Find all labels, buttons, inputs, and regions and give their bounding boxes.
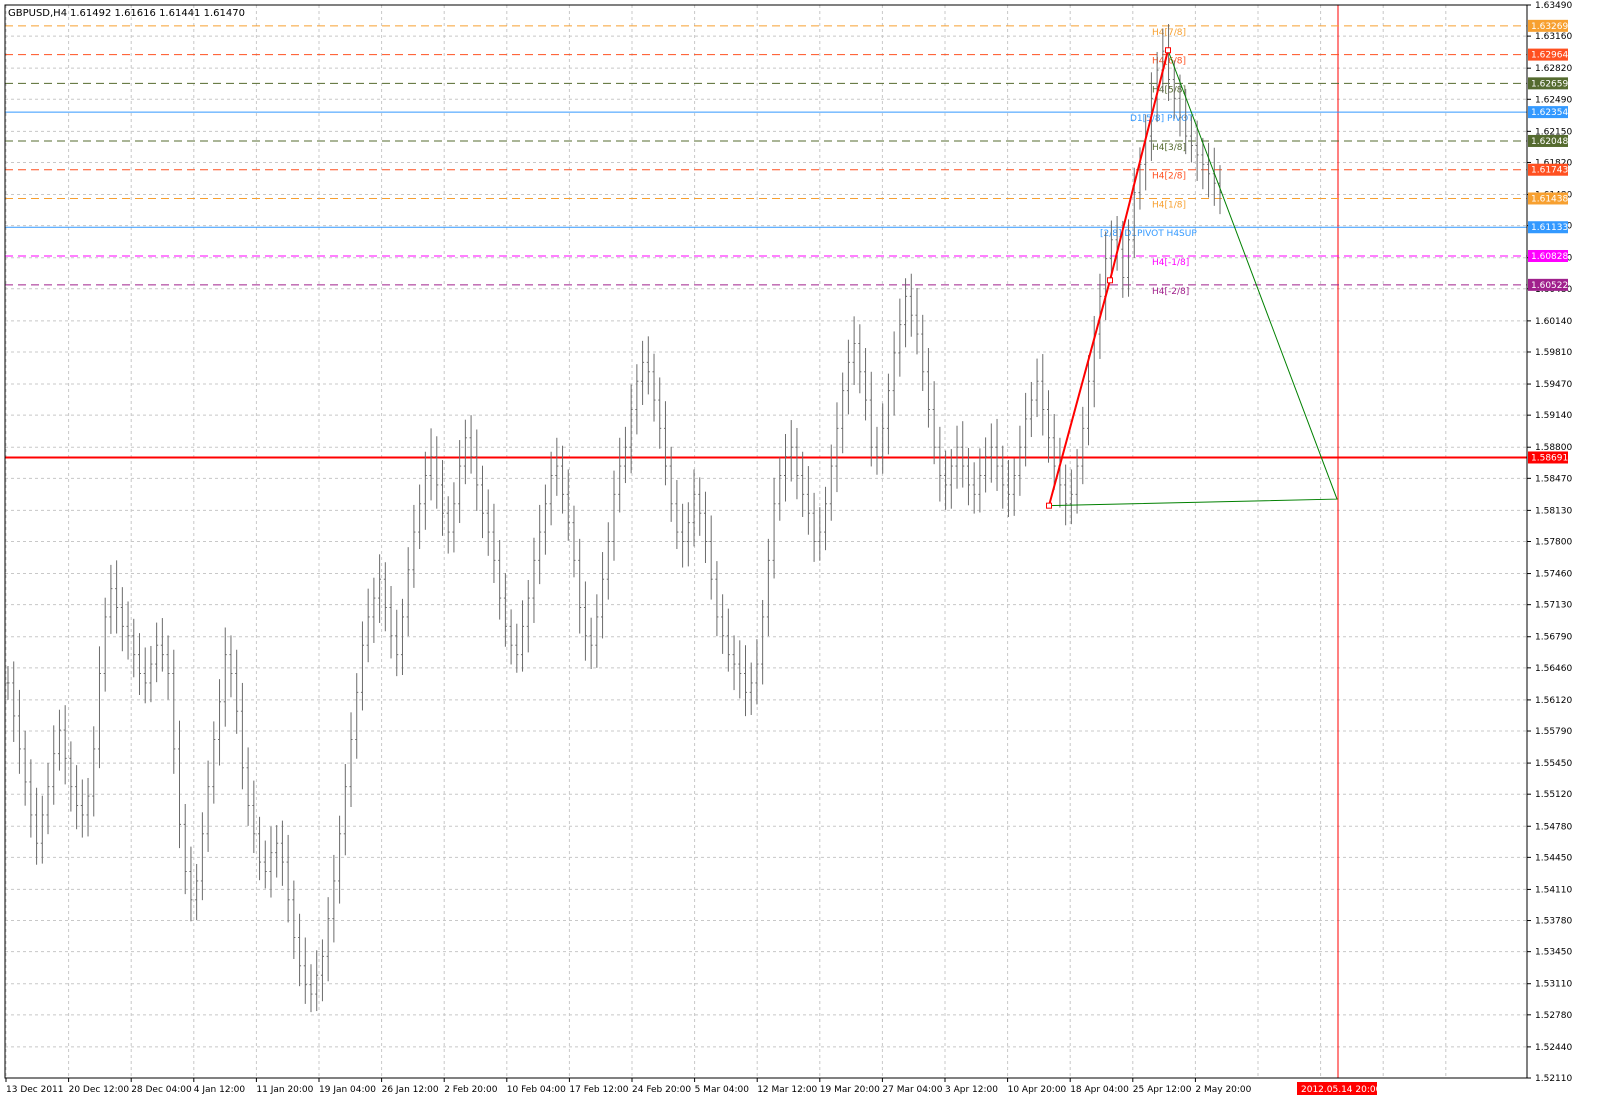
y-tick-label: 1.62820 (1535, 64, 1572, 74)
y-tick-label: 1.55450 (1535, 759, 1572, 769)
wave-cd-line (1048, 50, 1338, 507)
y-tick-label: 1.53110 (1535, 980, 1572, 990)
level-text: H4[3/8] (1152, 143, 1186, 153)
y-tick-label: 1.54450 (1535, 853, 1572, 863)
x-tick-label: 10 Apr 20:00 (1008, 1085, 1067, 1095)
level-price-box (1528, 451, 1568, 464)
level-price-box (1528, 77, 1568, 90)
x-tick-label: 26 Jan 12:00 (382, 1085, 439, 1095)
x-tick-label: 3 Apr 12:00 (945, 1085, 998, 1095)
x-tick-label: 10 Feb 04:00 (507, 1085, 566, 1095)
level-price-box (1528, 106, 1568, 119)
x-tick-label: 2 Feb 20:00 (444, 1085, 498, 1095)
x-tick-label: 27 Mar 04:00 (882, 1085, 942, 1095)
x-tick-label: 20 Dec 12:00 (69, 1085, 130, 1095)
y-tick-label: 1.53780 (1535, 917, 1572, 927)
level-price-label: 1.58691 (1531, 453, 1568, 463)
x-tick-label: 24 Feb 20:00 (632, 1085, 691, 1095)
x-tick-label: 2 May 20:00 (1195, 1085, 1251, 1095)
y-tick-label: 1.59140 (1535, 411, 1572, 421)
y-tick-label: 1.54780 (1535, 822, 1572, 832)
grid-lines (5, 4, 1527, 1079)
level-price-label: 1.61133 (1531, 223, 1568, 233)
y-tick-label: 1.58130 (1535, 506, 1572, 516)
y-tick-label: 1.56120 (1535, 696, 1572, 706)
y-tick-label: 1.62150 (1535, 127, 1572, 137)
y-tick-label: 1.63160 (1535, 32, 1572, 42)
y-tick-label: 1.58470 (1535, 474, 1572, 484)
x-tick-label: 25 Apr 12:00 (1133, 1085, 1192, 1095)
y-tick-label: 1.61820 (1535, 158, 1572, 168)
level-text: D1[5/8] PIVOT (1130, 114, 1194, 124)
level-text: [2/8] D1PIVOT H4SUP (1100, 229, 1197, 239)
x-tick-label: 4 Jan 12:00 (194, 1085, 246, 1095)
x-tick-label: 13 Dec 2011 (6, 1085, 64, 1095)
time-marker-box (1297, 1082, 1377, 1095)
wave-point (1046, 502, 1052, 509)
level-price-box (1528, 221, 1568, 234)
level-price-label: 1.60522 (1531, 281, 1568, 291)
axes: 1.63490 1.63160 1.62820 1.62490 1.62150 1.618… (4, 1, 1572, 1095)
y-tick-label: 1.54110 (1535, 885, 1572, 895)
level-price-label: 1.62354 (1531, 108, 1568, 118)
x-tick-label: 18 Apr 04:00 (1070, 1085, 1129, 1095)
y-tick-label: 1.60140 (1535, 317, 1572, 327)
y-tick-label: 1.53450 (1535, 948, 1572, 958)
level-price-box (1528, 249, 1568, 262)
level-price-box (1528, 134, 1568, 147)
x-tick-label: 5 Mar 04:00 (695, 1085, 750, 1095)
wave-lines (1046, 47, 1338, 509)
y-tick-label: 1.58800 (1535, 443, 1572, 453)
y-tick-label: 1.52780 (1535, 1011, 1572, 1021)
level-text: H4[2/8] (1152, 172, 1186, 182)
ohlc-label: 1.61492 1.61616 1.61441 1.61470 (70, 8, 245, 19)
candles (6, 24, 1222, 1013)
y-tick-label: 1.62490 (1535, 95, 1572, 105)
x-tick-label: 17 Feb 12:00 (569, 1085, 628, 1095)
y-tick-label: 1.52440 (1535, 1043, 1572, 1053)
y-tick-label: 1.63490 (1535, 1, 1572, 11)
level-price-label: 1.63269 (1531, 22, 1568, 32)
level-price-box (1528, 48, 1568, 61)
x-tick-label: 28 Dec 04:00 (131, 1085, 192, 1095)
level-price-label: 1.60828 (1531, 252, 1568, 262)
x-tick-label: 11 Jan 20:00 (256, 1085, 313, 1095)
y-tick-label: 1.55120 (1535, 790, 1572, 800)
level-text: H4[-2/8] (1152, 287, 1189, 297)
wave-point (1165, 47, 1171, 54)
y-tick-label: 1.57800 (1535, 538, 1572, 548)
level-text: H4[1/8] (1152, 200, 1186, 210)
y-tick-label: 1.52110 (1535, 1074, 1572, 1084)
y-tick-label: 1.56790 (1535, 633, 1572, 643)
level-price-label: 1.62964 (1531, 51, 1568, 61)
level-text: H4[-1/8] (1152, 258, 1189, 268)
level-price-box (1528, 19, 1568, 32)
x-tick-label: 12 Mar 12:00 (757, 1085, 817, 1095)
y-tick-label: 1.57460 (1535, 570, 1572, 580)
y-tick-label: 1.59810 (1535, 348, 1572, 358)
symbol-label: GBPUSD,H4 (8, 8, 67, 19)
level-lines: H4[7/8]H4[6/8]H4[5/8]D1[5/8] PIVOTH4[3/8… (5, 5, 1527, 1078)
wave-point (1107, 277, 1113, 284)
level-price-label: 1.61438 (1531, 194, 1568, 204)
x-tick-label: 19 Jan 04:00 (319, 1085, 376, 1095)
y-tick-label: 1.57130 (1535, 601, 1572, 611)
level-price-box (1528, 163, 1568, 176)
y-tick-label: 1.59470 (1535, 380, 1572, 390)
y-tick-label: 1.55790 (1535, 727, 1572, 737)
time-marker-label: 2012.05.14 20:00 (1301, 1085, 1382, 1095)
x-tick-label: 19 Mar 20:00 (820, 1085, 880, 1095)
level-price-box (1528, 278, 1568, 291)
y-tick-label: 1.56460 (1535, 664, 1572, 674)
level-price-label: 1.62659 (1531, 79, 1568, 89)
level-price-label: 1.61743 (1531, 166, 1568, 176)
level-price-box (1528, 192, 1568, 205)
level-price-label: 1.62048 (1531, 137, 1568, 147)
